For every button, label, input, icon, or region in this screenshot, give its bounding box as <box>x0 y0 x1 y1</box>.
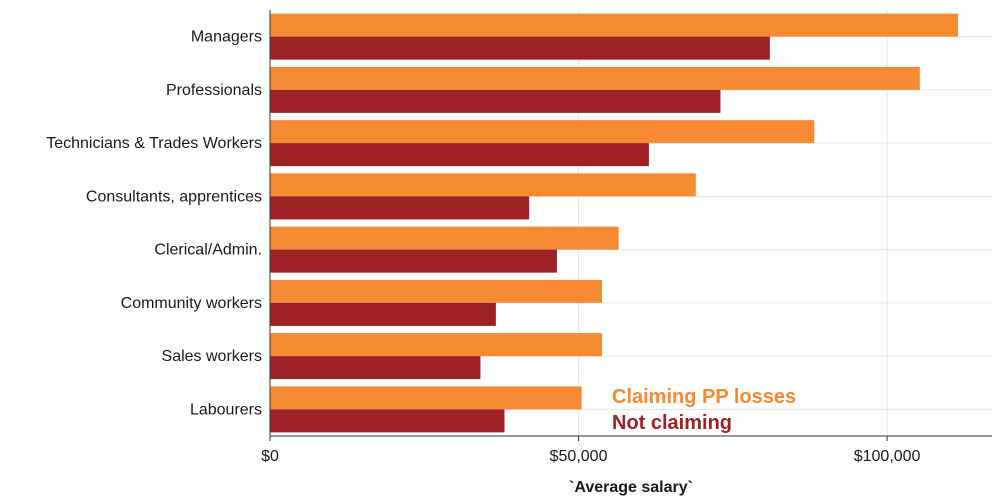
category-label-4: Clerical/Admin. <box>154 242 262 259</box>
x-axis-title: `Average salary` <box>569 479 693 496</box>
bar-not-claiming-5 <box>270 302 496 326</box>
bar-not-claiming-6 <box>270 356 481 380</box>
bar-claiming-1 <box>270 66 920 90</box>
bar-claiming-6 <box>270 333 602 357</box>
bars <box>270 13 959 433</box>
x-tick-label-1: $50,000 <box>550 448 608 465</box>
legend: Claiming PP losses Not claiming <box>612 386 796 434</box>
legend-label-claiming: Claiming PP losses <box>612 386 796 408</box>
x-axis: $0 $50,000 $100,000 <box>261 10 992 465</box>
bar-not-claiming-2 <box>270 143 649 167</box>
category-label-0: Managers <box>191 29 262 46</box>
category-label-2: Technicians & Trades Workers <box>46 135 262 152</box>
bar-not-claiming-3 <box>270 196 530 220</box>
category-labels: Managers Professionals Technicians & Trade… <box>46 29 262 419</box>
bar-claiming-0 <box>270 13 959 37</box>
bar-not-claiming-7 <box>270 409 505 433</box>
legend-label-not-claiming: Not claiming <box>612 412 732 434</box>
bar-claiming-2 <box>270 120 815 144</box>
bar-not-claiming-4 <box>270 249 557 273</box>
bar-claiming-5 <box>270 279 602 303</box>
category-label-5: Community workers <box>121 295 262 312</box>
category-label-3: Consultants, apprentices <box>86 188 262 205</box>
bar-claiming-3 <box>270 173 696 197</box>
category-label-6: Sales workers <box>162 348 262 365</box>
category-label-1: Professionals <box>166 82 262 99</box>
bar-not-claiming-0 <box>270 36 770 60</box>
bar-claiming-7 <box>270 386 582 410</box>
bar-not-claiming-1 <box>270 89 721 113</box>
x-tick-label-0: $0 <box>261 448 279 465</box>
x-tick-label-2: $100,000 <box>854 448 921 465</box>
category-label-7: Labourers <box>190 401 262 418</box>
bar-claiming-4 <box>270 226 619 250</box>
